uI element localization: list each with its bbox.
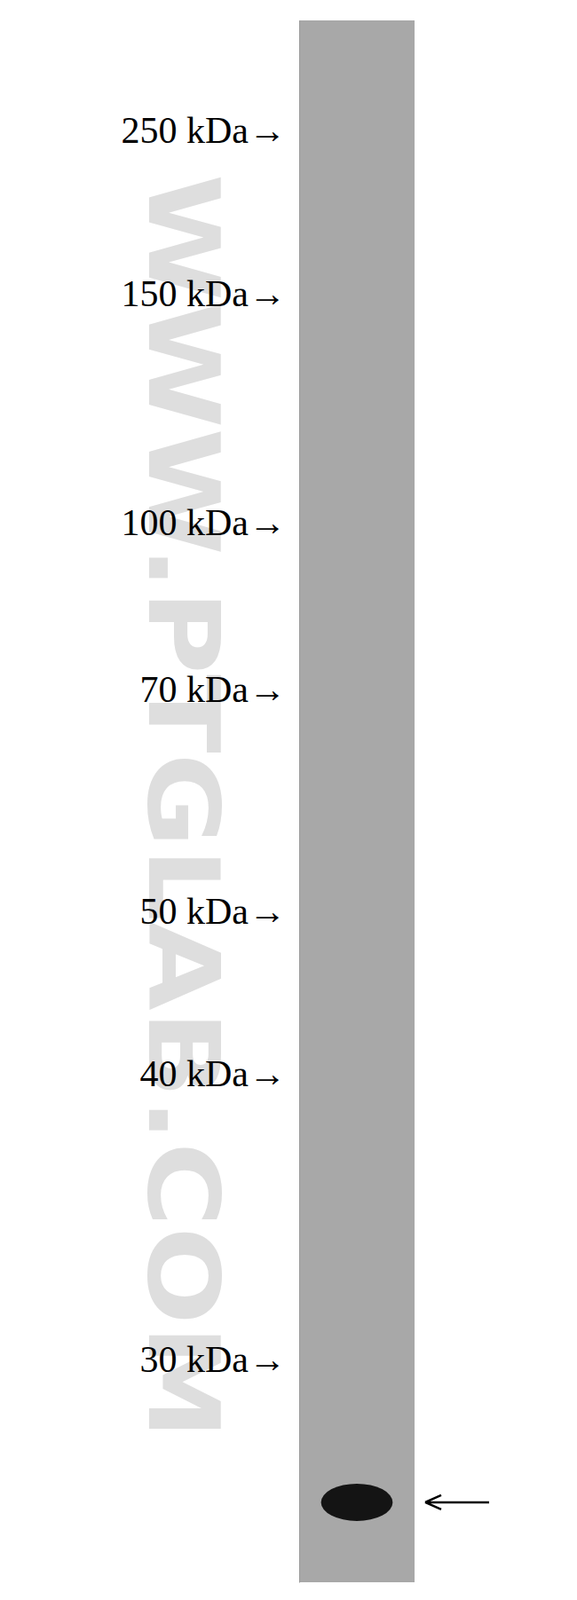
tick-label: 40 kDa→ [140,1053,286,1095]
axis-line [299,21,301,1584]
tick-label: 100 kDa→ [121,502,286,544]
tick: 250 kDa→ [121,110,300,151]
tick: 40 kDa→ [140,1053,300,1095]
lane [299,20,415,1583]
watermark: WWW.PTGLAB.COM [126,173,240,1440]
tick-label: 50 kDa→ [140,891,286,933]
band-arrow [425,1495,490,1510]
tick-label: 150 kDa→ [121,273,286,315]
tick: 100 kDa→ [121,502,300,544]
tick-label: 30 kDa→ [140,1339,286,1381]
tick: 30 kDa→ [140,1339,300,1381]
tick: 150 kDa→ [121,273,300,315]
bands [321,1484,394,1522]
tick: 50 kDa→ [140,891,300,933]
y-axis: 250 kDa→ 150 kDa→ 100 kDa→ 70 kDa→ 50 kDa→ 40… [121,21,301,1584]
tick: 70 kDa→ [140,669,300,711]
tick-label: 70 kDa→ [140,669,286,711]
tick-label: 250 kDa→ [121,110,286,151]
band [321,1484,394,1522]
blot-figure: WWW.PTGLAB.COM 250 kDa→ 150 kDa→ 100 kDa→ 70… [0,0,577,1600]
